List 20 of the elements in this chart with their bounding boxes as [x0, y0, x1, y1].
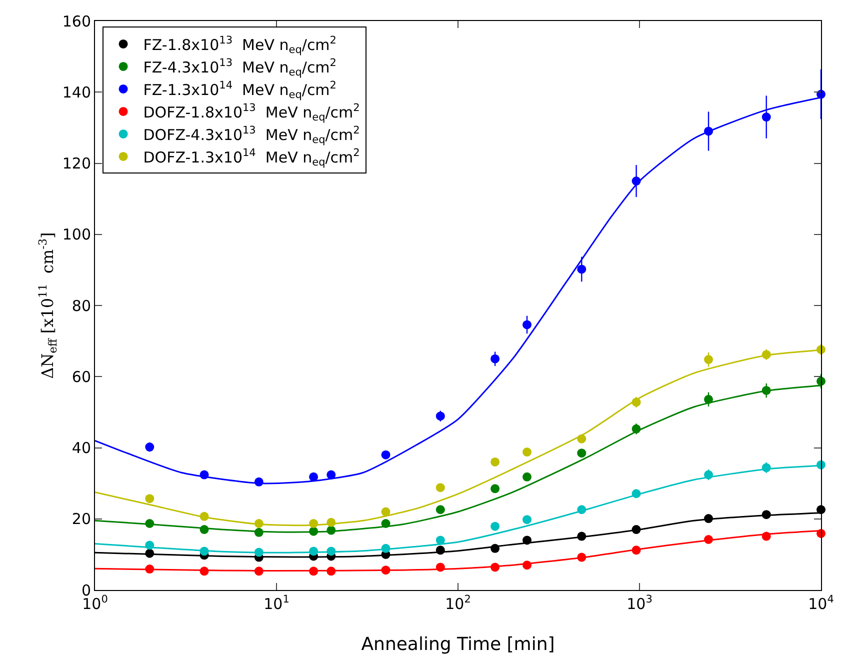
- x-axis-title: Annealing Time [min]: [361, 634, 555, 655]
- y-tick-label: 80: [72, 296, 91, 315]
- x-tick-label: 10$^{3}$: [626, 594, 652, 613]
- y-tick-label: 140: [62, 83, 91, 102]
- legend-label: FZ-1.8x10$^{13}$ MeV n$_{eq}$/cm$^{2}$: [143, 34, 336, 56]
- x-tick-label: 10$^{4}$: [808, 594, 834, 613]
- y-tick-label: 120: [62, 154, 91, 172]
- y-tick-label: 40: [72, 439, 91, 457]
- x-tick-label: 10$^{1}$: [264, 594, 290, 613]
- legend-label: DOFZ-1.3x10$^{14}$ MeV n$_{eq}$/cm$^{2}$: [143, 146, 360, 168]
- x-tick-label: 10$^{2}$: [445, 594, 471, 613]
- y-tick-label: 160: [62, 12, 91, 30]
- y-tick-label: 20: [72, 510, 91, 528]
- y-tick-label: 0: [81, 581, 91, 600]
- y-tick-label: 100: [62, 226, 91, 244]
- y-tick-label: 60: [72, 368, 91, 386]
- legend-label: FZ-4.3x10$^{13}$ MeV n$_{eq}$/cm$^{2}$: [143, 56, 336, 78]
- legend-label: DOFZ-4.3x10$^{13}$ MeV n$_{eq}$/cm$^{2}$: [143, 124, 360, 146]
- legend-label: DOFZ-1.8x10$^{13}$ MeV n$_{eq}$/cm$^{2}$: [143, 102, 360, 124]
- legend-label: FZ-1.3x10$^{14}$ MeV n$_{eq}$/cm$^{2}$: [143, 79, 336, 101]
